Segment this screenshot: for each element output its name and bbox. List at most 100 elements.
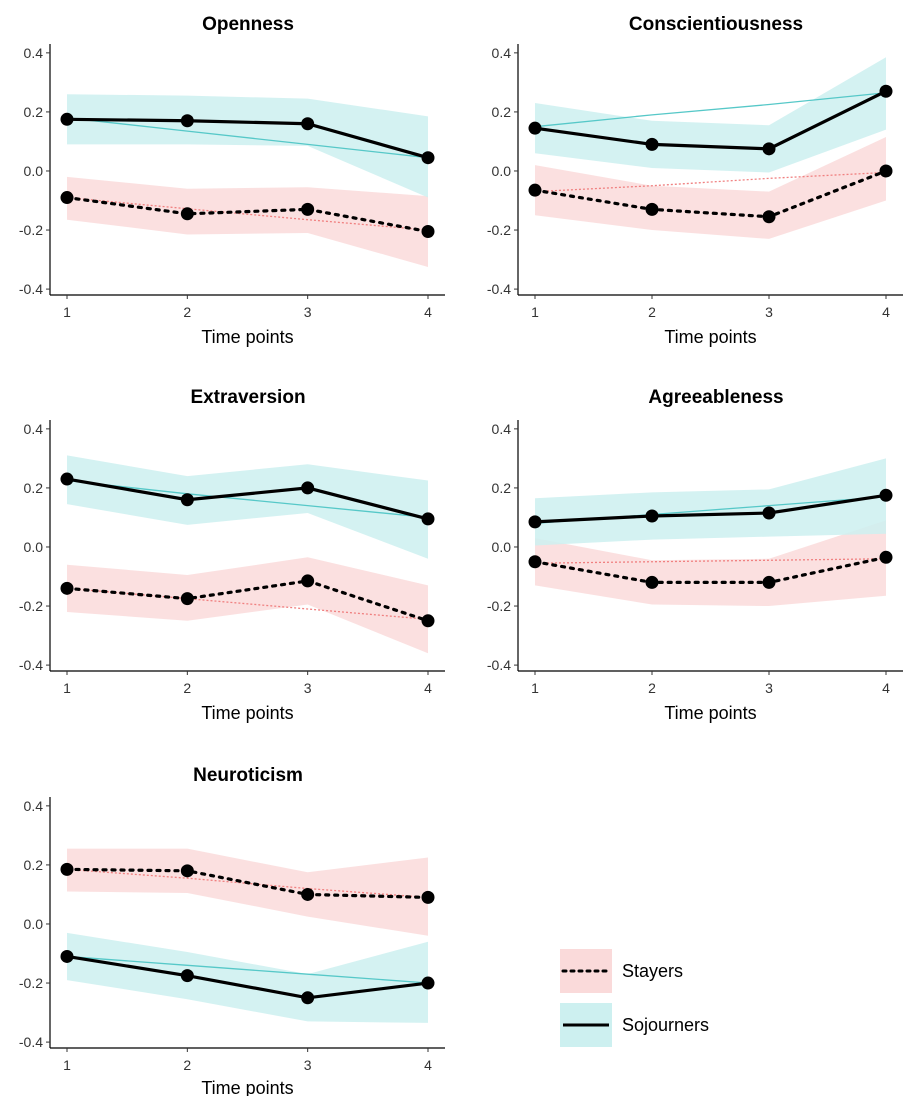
y-tick-label: -0.2 bbox=[487, 598, 511, 614]
x-tick-label: 3 bbox=[765, 680, 773, 696]
y-tick-label: 0.0 bbox=[492, 163, 512, 179]
data-point-stayers bbox=[421, 225, 435, 239]
x-tick-label: 1 bbox=[63, 1057, 71, 1073]
legend-label: Stayers bbox=[622, 961, 683, 981]
y-tick-label: -0.4 bbox=[19, 281, 43, 297]
data-point-stayers bbox=[762, 575, 776, 589]
data-point-stayers bbox=[421, 890, 435, 904]
y-tick-label: -0.2 bbox=[19, 222, 43, 238]
data-point-sojourners bbox=[301, 481, 315, 495]
data-point-stayers bbox=[301, 887, 315, 901]
panel-title: Agreeableness bbox=[648, 387, 783, 408]
y-tick-label: 0.4 bbox=[492, 45, 512, 61]
panel-title: Extraversion bbox=[190, 387, 305, 408]
x-tick-label: 2 bbox=[648, 680, 656, 696]
y-tick-label: -0.4 bbox=[19, 1034, 43, 1050]
data-point-stayers bbox=[421, 614, 435, 628]
x-tick-label: 4 bbox=[424, 1057, 432, 1073]
panel-title: Openness bbox=[202, 14, 294, 35]
confidence-band-stayers bbox=[67, 176, 428, 267]
y-tick-label: 0.4 bbox=[24, 45, 44, 61]
x-axis-title: Time points bbox=[201, 327, 293, 347]
x-axis-title: Time points bbox=[201, 1078, 293, 1096]
y-tick-label: 0.0 bbox=[24, 916, 44, 932]
y-tick-label: -0.4 bbox=[487, 657, 511, 673]
x-tick-label: 3 bbox=[304, 680, 312, 696]
data-point-stayers bbox=[528, 555, 542, 569]
data-point-stayers bbox=[60, 191, 74, 205]
y-tick-label: -0.2 bbox=[19, 975, 43, 991]
data-point-stayers bbox=[180, 864, 194, 878]
y-tick-label: 0.0 bbox=[24, 539, 44, 555]
legend-item-stayers: Stayers bbox=[560, 949, 683, 993]
data-point-sojourners bbox=[421, 976, 435, 990]
series-line-sojourners bbox=[534, 493, 887, 524]
legend-label: Sojourners bbox=[622, 1015, 709, 1035]
confidence-band-stayers bbox=[67, 557, 428, 654]
data-point-stayers bbox=[180, 207, 194, 221]
data-point-stayers bbox=[301, 574, 315, 588]
data-point-sojourners bbox=[762, 142, 776, 156]
y-tick-label: -0.4 bbox=[19, 657, 43, 673]
panel-title: Neuroticism bbox=[193, 765, 303, 786]
x-tick-label: 4 bbox=[882, 680, 890, 696]
confidence-band-sojourners bbox=[67, 932, 428, 1023]
panel-neuroticism: Neuroticism 0.4 0.2 0.0 -0.2 -0.4 1 2 3 4 Time poi… bbox=[19, 765, 445, 1096]
trend-line-stayers bbox=[66, 196, 429, 231]
x-tick-label: 2 bbox=[183, 1057, 191, 1073]
data-point-sojourners bbox=[879, 84, 893, 98]
data-point-sojourners bbox=[180, 114, 194, 128]
series-line-sojourners bbox=[66, 477, 429, 521]
y-tick-label: 0.2 bbox=[24, 857, 44, 873]
y-tick-label: -0.2 bbox=[487, 222, 511, 238]
data-point-sojourners bbox=[879, 488, 893, 502]
data-point-stayers bbox=[645, 575, 659, 589]
series-line-stayers bbox=[65, 195, 430, 234]
legend: Stayers Sojourners bbox=[560, 949, 709, 1047]
data-point-stayers bbox=[180, 592, 194, 606]
data-point-stayers bbox=[879, 164, 893, 178]
y-tick-label: 0.2 bbox=[492, 480, 512, 496]
panel-agreeableness: Agreeableness 0.4 0.2 0.0 -0.2 -0.4 1 2 3 4 Time p… bbox=[487, 387, 903, 723]
x-tick-label: 4 bbox=[882, 304, 890, 320]
data-point-sojourners bbox=[301, 991, 315, 1005]
y-tick-label: 0.2 bbox=[24, 480, 44, 496]
data-point-stayers bbox=[762, 210, 776, 224]
confidence-band-sojourners bbox=[535, 57, 886, 173]
x-axis-title: Time points bbox=[664, 703, 756, 723]
y-tick-label: 0.4 bbox=[24, 798, 44, 814]
y-tick-label: -0.2 bbox=[19, 598, 43, 614]
confidence-band-stayers bbox=[67, 848, 428, 936]
x-tick-label: 1 bbox=[63, 304, 71, 320]
panel-openness: Openness 0.4 0.2 0.0 -0.2 -0.4 1 2 3 4 Time points bbox=[19, 14, 445, 347]
trend-line-sojourners bbox=[534, 92, 887, 128]
data-point-sojourners bbox=[421, 512, 435, 526]
trend-line-stayers bbox=[534, 171, 887, 193]
y-tick-label: 0.4 bbox=[492, 421, 512, 437]
x-tick-label: 1 bbox=[63, 680, 71, 696]
data-point-sojourners bbox=[60, 112, 74, 126]
data-point-sojourners bbox=[528, 515, 542, 529]
data-point-sojourners bbox=[528, 121, 542, 135]
series-line-stayers bbox=[533, 169, 888, 219]
data-point-sojourners bbox=[645, 509, 659, 523]
data-point-sojourners bbox=[60, 472, 74, 486]
data-point-stayers bbox=[645, 202, 659, 216]
series-line-stayers bbox=[65, 579, 430, 623]
panel-conscientiousness: Conscientiousness 0.4 0.2 0.0 -0.2 -0.4 1 2 3 4 Ti… bbox=[487, 14, 903, 347]
data-point-sojourners bbox=[180, 969, 194, 983]
trend-line-sojourners bbox=[66, 955, 429, 984]
data-point-stayers bbox=[301, 202, 315, 216]
x-axis-title: Time points bbox=[201, 703, 293, 723]
data-point-sojourners bbox=[180, 493, 194, 507]
data-point-stayers bbox=[528, 183, 542, 197]
y-tick-label: 0.4 bbox=[24, 421, 44, 437]
x-tick-label: 4 bbox=[424, 304, 432, 320]
x-tick-label: 3 bbox=[304, 1057, 312, 1073]
confidence-band-stayers bbox=[535, 137, 886, 239]
confidence-band-stayers bbox=[535, 520, 886, 607]
x-tick-label: 2 bbox=[648, 304, 656, 320]
x-tick-label: 1 bbox=[531, 680, 539, 696]
confidence-band-sojourners bbox=[535, 458, 886, 546]
